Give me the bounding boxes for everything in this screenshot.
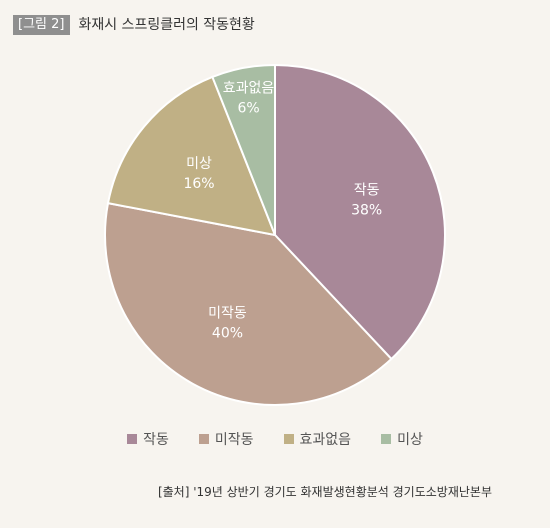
- slice-category-label: 미작동: [208, 305, 247, 321]
- pie-slice-mijakdong: [104, 201, 393, 407]
- slice-category-label: 작동: [354, 183, 380, 199]
- slice-value-label: 6%: [237, 100, 259, 116]
- slice-value-label: 40%: [212, 325, 243, 341]
- legend-label: 효과없음: [299, 432, 352, 448]
- pie-slice-misang: [106, 75, 277, 237]
- legend-item-4: 미상: [381, 429, 423, 449]
- slice-value-label: 38%: [351, 203, 382, 219]
- legend-label: 미상: [397, 432, 423, 448]
- legend-item-1: 작동: [127, 429, 169, 449]
- legend-label: 작동: [143, 432, 169, 448]
- legend-item-2: 미작동: [198, 429, 254, 449]
- legend-swatch: [198, 434, 209, 444]
- pie-slice-jakdong: [274, 63, 446, 361]
- legend-swatch: [127, 434, 138, 444]
- figure-number-tag: [그림 2]: [13, 15, 71, 35]
- chart-legend: 작동 미작동 효과없음 미상: [0, 429, 550, 449]
- legend-item-3: 효과없음: [283, 429, 352, 449]
- legend-label: 미작동: [214, 432, 254, 448]
- source-note: [출처] '19년 상반기 경기도 화재발생현황분석 경기도소방재난본부: [157, 485, 492, 499]
- legend-swatch: [283, 434, 294, 444]
- figure-header: [그림 2] 화재시 스프링클러의 작동현황: [13, 15, 255, 35]
- slice-value-label: 16%: [183, 176, 214, 192]
- chart-title: 화재시 스프링클러의 작동현황: [78, 17, 255, 33]
- slice-category-label: 미상: [186, 156, 212, 172]
- pie-slice-hyogwa-eopsum: [211, 63, 276, 236]
- slice-category-label: 효과없음: [223, 80, 275, 96]
- legend-swatch: [381, 434, 392, 444]
- pie-chart: 작동 38% 미작동 40% 미상 16% 효과없음 6%: [104, 63, 446, 407]
